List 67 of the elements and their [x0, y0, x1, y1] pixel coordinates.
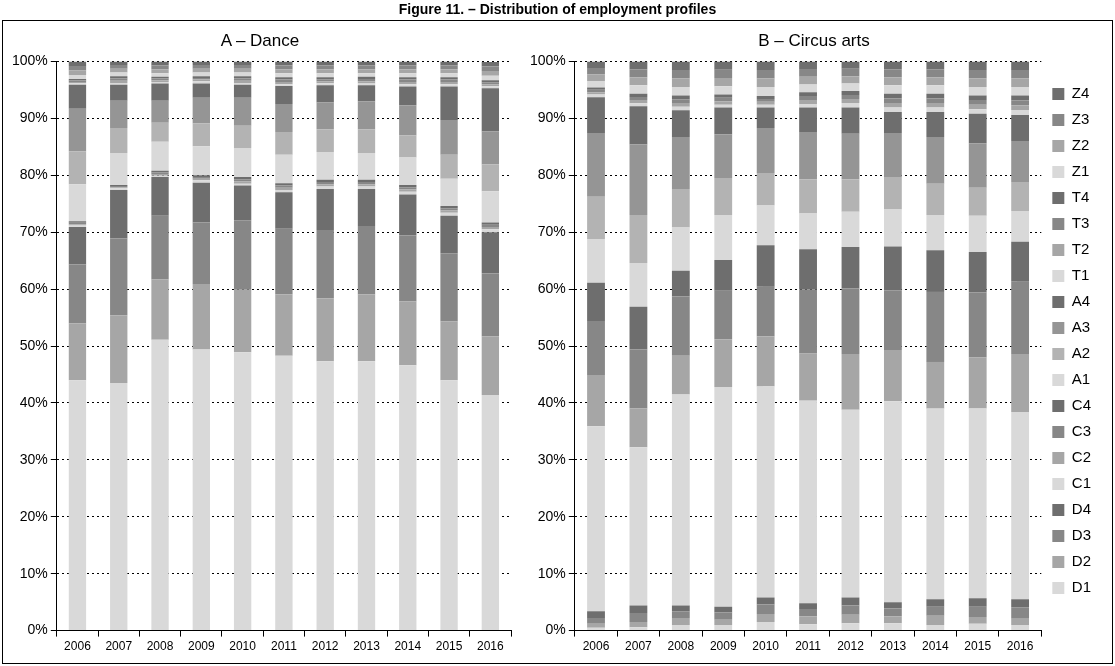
y-tick-label: 40% — [537, 393, 566, 410]
y-tick-label: 50% — [537, 336, 566, 353]
legend-label: T2 — [1071, 240, 1090, 258]
x-tick-label: 2009 — [187, 639, 215, 654]
legend-label: D2 — [1071, 552, 1092, 570]
legend-label: C2 — [1071, 448, 1092, 466]
y-tick-label: 30% — [19, 450, 48, 467]
x-tick-label: 2007 — [105, 639, 133, 654]
y-tick-label: 60% — [19, 279, 48, 296]
legend-label: Z3 — [1071, 110, 1090, 128]
legend-label: Z1 — [1071, 162, 1090, 180]
y-tick-label: 80% — [19, 166, 48, 183]
x-tick-label: 2008 — [146, 639, 174, 654]
y-tick-label: 20% — [537, 507, 566, 524]
legend-label: A3 — [1071, 318, 1091, 336]
y-tick-label: 100% — [11, 52, 48, 69]
x-tick-label: 2014 — [921, 639, 949, 654]
x-tick-label: 2014 — [394, 639, 422, 654]
chart-subtitle: A – Dance — [220, 30, 300, 50]
y-tick-label: 10% — [537, 564, 566, 581]
legend-label: A2 — [1071, 344, 1091, 362]
x-tick-label: 2010 — [752, 639, 780, 654]
y-tick-label: 30% — [537, 450, 566, 467]
x-tick-label: 2008 — [667, 639, 695, 654]
y-tick-label: 80% — [537, 166, 566, 183]
legend-label: A1 — [1071, 370, 1091, 388]
x-tick-label: 2007 — [625, 639, 653, 654]
x-tick-label: 2012 — [311, 639, 339, 654]
x-tick-label: 2016 — [477, 639, 505, 654]
legend-label: D3 — [1071, 526, 1092, 544]
x-tick-label: 2009 — [709, 639, 737, 654]
y-tick-label: 70% — [537, 223, 566, 240]
x-tick-label: 2015 — [964, 639, 992, 654]
x-tick-label: 2006 — [582, 639, 610, 654]
legend-label: Z4 — [1071, 84, 1090, 102]
y-tick-label: 20% — [19, 507, 48, 524]
x-tick-label: 2015 — [435, 639, 463, 654]
legend-label: C1 — [1071, 474, 1092, 492]
legend-label: D4 — [1071, 500, 1092, 518]
y-tick-label: 90% — [19, 109, 48, 126]
legend-label: C4 — [1071, 396, 1092, 414]
legend-label: T1 — [1071, 266, 1090, 284]
y-tick-label: 0% — [27, 621, 48, 638]
legend-label: C3 — [1071, 422, 1092, 440]
y-tick-label: 100% — [529, 52, 566, 69]
y-tick-label: 10% — [19, 564, 48, 581]
x-tick-label: 2011 — [795, 639, 822, 654]
y-tick-label: 60% — [537, 279, 566, 296]
y-tick-label: 90% — [537, 109, 566, 126]
legend-label: Z2 — [1071, 136, 1090, 154]
y-tick-label: 0% — [545, 621, 566, 638]
y-tick-label: 50% — [19, 336, 48, 353]
x-tick-label: 2013 — [353, 639, 381, 654]
chart-title: B – Circus arts — [758, 30, 870, 50]
y-tick-label: 40% — [19, 393, 48, 410]
x-tick-label: 2013 — [879, 639, 907, 654]
text: Figure 11. – Distribution of employment profiles — [397, 0, 718, 19]
legend-label: T4 — [1071, 188, 1090, 206]
legend-label: T3 — [1071, 214, 1090, 232]
y-tick-label: 70% — [19, 223, 48, 240]
x-tick-label: 2011 — [271, 639, 298, 654]
x-tick-label: 2012 — [837, 639, 865, 654]
x-tick-label: 2010 — [229, 639, 257, 654]
legend-label: A4 — [1071, 292, 1091, 310]
x-tick-label: 2016 — [1006, 639, 1034, 654]
legend-label: D1 — [1071, 578, 1092, 596]
x-tick-label: 2006 — [64, 639, 92, 654]
